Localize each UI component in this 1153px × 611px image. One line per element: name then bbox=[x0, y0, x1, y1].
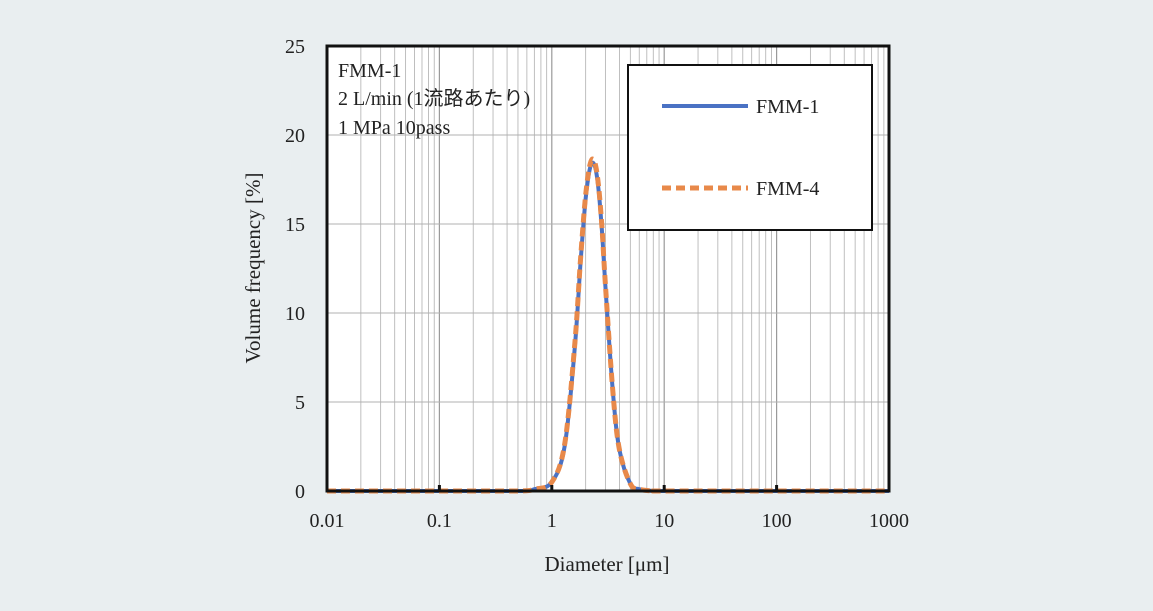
x-tick-label: 0.1 bbox=[427, 510, 452, 532]
y-tick-label: 20 bbox=[285, 125, 305, 147]
x-tick-label: 1 bbox=[547, 510, 557, 532]
annotation-line-1: FMM-1 bbox=[338, 60, 401, 82]
x-tick-label: 1000 bbox=[869, 510, 909, 532]
x-axis-label: Diameter [μm] bbox=[545, 552, 670, 576]
x-tick-label: 10 bbox=[654, 510, 674, 532]
y-tick-label: 10 bbox=[285, 303, 305, 325]
y-axis-label: Volume frequency [%] bbox=[241, 173, 265, 364]
legend-label-fmm-1: FMM-1 bbox=[756, 96, 819, 118]
x-tick-label: 100 bbox=[762, 510, 792, 532]
annotation-line-2: 2 L/min (1流路あたり) bbox=[338, 87, 530, 110]
legend-box bbox=[627, 64, 873, 231]
y-tick-label: 5 bbox=[295, 392, 305, 414]
y-tick-label: 25 bbox=[285, 36, 305, 58]
tick-labels: 0.01 0.1 1 10 100 1000 0 5 10 15 20 25 bbox=[285, 36, 909, 532]
y-tick-label: 15 bbox=[285, 214, 305, 236]
x-tick-label: 0.01 bbox=[310, 510, 345, 532]
legend: FMM-1 FMM-4 bbox=[627, 64, 873, 231]
y-tick-label: 0 bbox=[295, 481, 305, 503]
annotation-line-3: 1 MPa 10pass bbox=[338, 117, 450, 139]
plot-border bbox=[325, 44, 891, 493]
legend-label-fmm-4: FMM-4 bbox=[756, 178, 819, 200]
